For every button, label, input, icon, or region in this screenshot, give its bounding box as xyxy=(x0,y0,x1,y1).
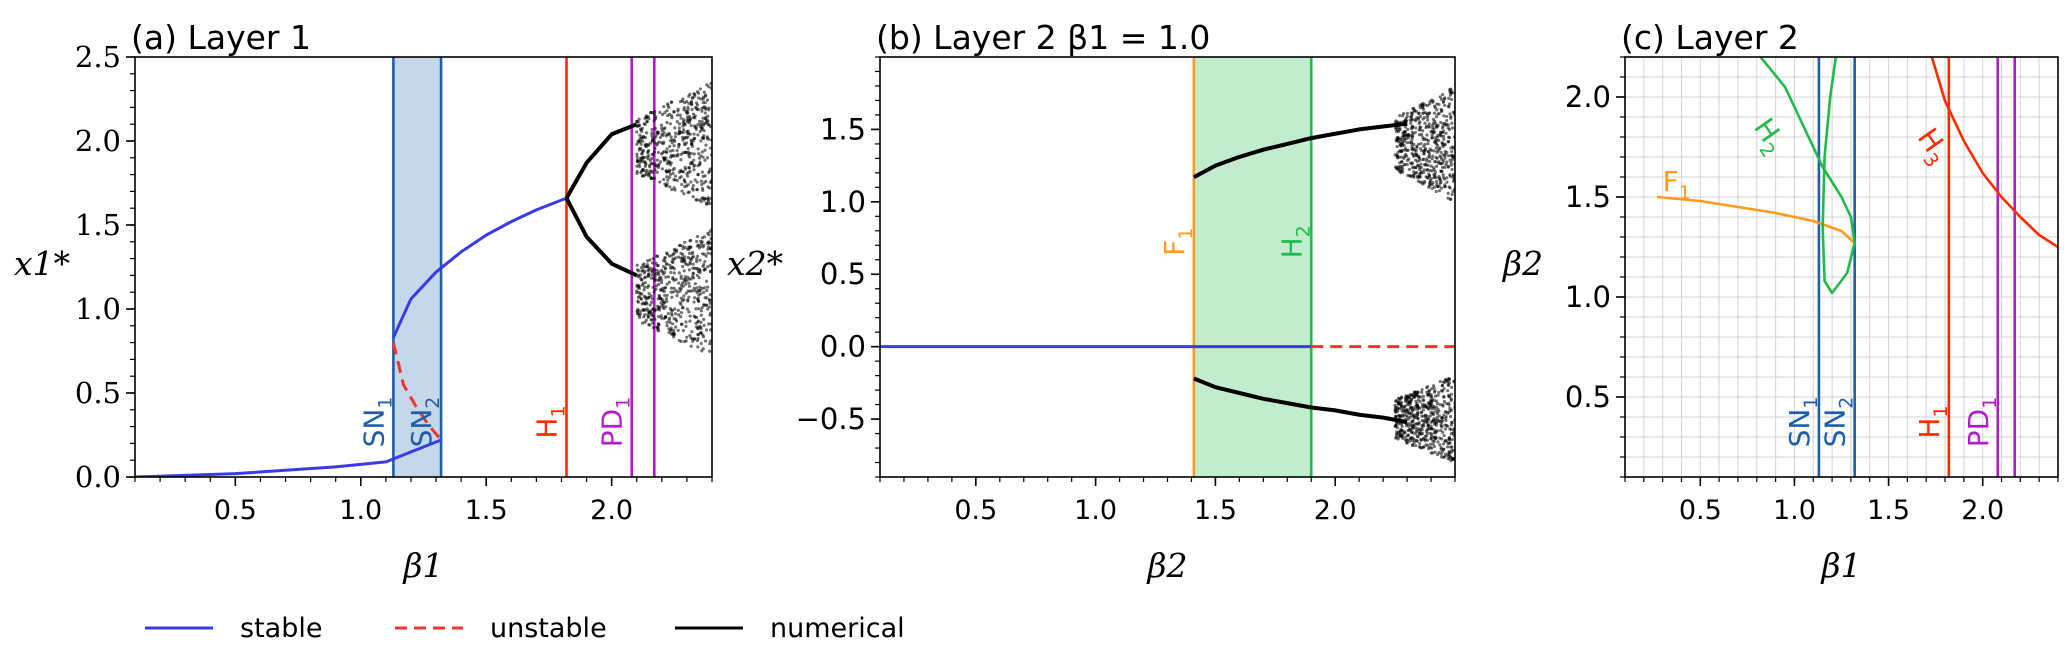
vline-label-sub: 1 xyxy=(1175,228,1197,240)
vline-label: SN2 xyxy=(405,397,444,448)
series-numerical-2 xyxy=(1192,121,1408,179)
curve-h3 xyxy=(1930,57,2058,249)
vline-label: H1 xyxy=(530,405,569,438)
y-tick-label: 0.5 xyxy=(75,376,121,410)
series-numerical-3 xyxy=(564,122,638,200)
vline-label-text: F xyxy=(1158,240,1191,256)
x-tick-label: 1.5 xyxy=(465,495,508,526)
vline-label-sub: 1 xyxy=(1800,397,1822,409)
vline-label-text: SN xyxy=(357,409,390,448)
vline-label-text: H xyxy=(1913,418,1946,439)
vline-label: SN2 xyxy=(1819,397,1858,448)
vline-label: PD1 xyxy=(1962,397,2001,448)
x-axis-label: β1 xyxy=(1819,546,1861,585)
vline-label: SN1 xyxy=(1783,397,1822,448)
legend: stable unstable numerical xyxy=(145,613,905,644)
y-axis-label: β2 xyxy=(1501,244,1543,283)
x-tick-label: 1.0 xyxy=(339,495,382,526)
vline-label-sub: 1 xyxy=(547,405,569,417)
vline-label-text: SN xyxy=(1783,409,1816,448)
y-tick-label: −0.5 xyxy=(796,402,866,436)
legend-label-stable: stable xyxy=(240,613,322,644)
x-axis-label: β2 xyxy=(1145,546,1187,585)
y-tick-label: 0.5 xyxy=(820,257,866,291)
x-tick-label: 1.0 xyxy=(1074,495,1117,526)
vline-label: H1 xyxy=(1913,405,1952,438)
y-tick-label: 0.0 xyxy=(75,460,121,494)
series-numerical-3 xyxy=(1193,376,1408,424)
y-tick-label: 1.0 xyxy=(1565,280,1611,314)
vline-label-text: H xyxy=(530,418,563,439)
x-tick-label: 1.5 xyxy=(1867,495,1910,526)
chaotic-scatter xyxy=(1393,87,1455,463)
shaded-region xyxy=(1193,57,1312,477)
y-tick-label: 1.0 xyxy=(75,292,121,326)
series-numerical-4 xyxy=(564,197,638,278)
panel-a-bifurcation-layer1: 0.5 1.0 1.5 2.0 0.0 0.5 1.0 1.5 2.0 2.5 (a) Layer … xyxy=(14,18,713,585)
y-tick-label: 2.0 xyxy=(75,124,121,158)
curve-label-sub: 1 xyxy=(1679,182,1691,204)
vline-label-sub: 2 xyxy=(422,397,444,409)
y-tick-label: 1.5 xyxy=(820,112,866,146)
plot-area xyxy=(135,57,712,477)
curve-f1 xyxy=(1656,195,1856,244)
y-tick-label: 2.0 xyxy=(1565,80,1611,114)
shaded-region xyxy=(393,57,442,477)
y-tick-label: 1.0 xyxy=(820,185,866,219)
vline-label-text: PD xyxy=(596,409,629,447)
axes-frame xyxy=(1624,56,2059,478)
vline-label-sub: 1 xyxy=(374,397,396,409)
x-tick-label: 1.5 xyxy=(1194,495,1237,526)
panel-title: (b) Layer 2 β1 = 1.0 xyxy=(876,18,1210,57)
legend-label-numerical: numerical xyxy=(770,613,905,644)
vline-label-sub: 2 xyxy=(1292,225,1314,237)
y-tick-label: 1.5 xyxy=(75,208,121,242)
x-tick-label: 0.5 xyxy=(214,495,257,526)
y-tick-label: 0.5 xyxy=(1565,380,1611,414)
series-stable-1 xyxy=(392,196,568,339)
vline-label-text: PD xyxy=(1962,409,1995,447)
series-stable-0 xyxy=(135,438,442,477)
x-tick-label: 0.5 xyxy=(954,495,997,526)
vline-label-sub: 1 xyxy=(1930,405,1952,417)
panel-b-bifurcation-layer2: 0.5 1.0 1.5 2.0 −0.5 0.0 0.5 1.0 1.5 (b) Layer 2 … xyxy=(727,18,1456,585)
vline-label-sub: 2 xyxy=(1836,397,1858,409)
plot-area xyxy=(880,57,1455,477)
y-axis-label: x1* xyxy=(14,244,70,283)
curve-h2 xyxy=(1759,57,1856,295)
x-tick-label: 1.0 xyxy=(1773,495,1816,526)
vline-label: SN1 xyxy=(357,397,396,448)
x-tick-label: 2.0 xyxy=(590,495,633,526)
axes-frame xyxy=(134,56,713,478)
panel-title: (a) Layer 1 xyxy=(131,18,311,57)
vline-label-text: SN xyxy=(405,409,438,448)
y-axis-label: x2* xyxy=(727,244,783,283)
x-tick-label: 2.0 xyxy=(1314,495,1357,526)
vline-label-sub: 1 xyxy=(613,397,635,409)
y-tick-label: 0.0 xyxy=(820,330,866,364)
x-tick-label: 2.0 xyxy=(1961,495,2004,526)
curve-label: F1 xyxy=(1663,165,1691,204)
vline-label-sub: 1 xyxy=(1979,397,2001,409)
curve-label-text: F xyxy=(1663,165,1679,198)
y-tick-label: 1.5 xyxy=(1565,180,1611,214)
y-tick-label: 2.5 xyxy=(75,40,121,74)
series-unstable-2 xyxy=(391,342,443,441)
vline-label: F1 xyxy=(1158,228,1197,256)
panel-title: (c) Layer 2 xyxy=(1621,18,1799,57)
vline-label: PD1 xyxy=(596,397,635,448)
chaotic-scatter xyxy=(635,81,712,353)
plot-area xyxy=(1625,57,2058,477)
panel-c-parameter-plane: 0.5 1.0 1.5 2.0 0.5 1.0 1.5 2.0 (c) Layer 2 β1 β2 S… xyxy=(1501,18,2059,585)
vline-label-text: SN xyxy=(1819,409,1852,448)
x-axis-label: β1 xyxy=(401,546,443,585)
x-tick-label: 0.5 xyxy=(1679,495,1722,526)
legend-label-unstable: unstable xyxy=(490,613,607,644)
vline-label: H2 xyxy=(1275,225,1314,258)
vline-label-text: H xyxy=(1275,237,1308,258)
